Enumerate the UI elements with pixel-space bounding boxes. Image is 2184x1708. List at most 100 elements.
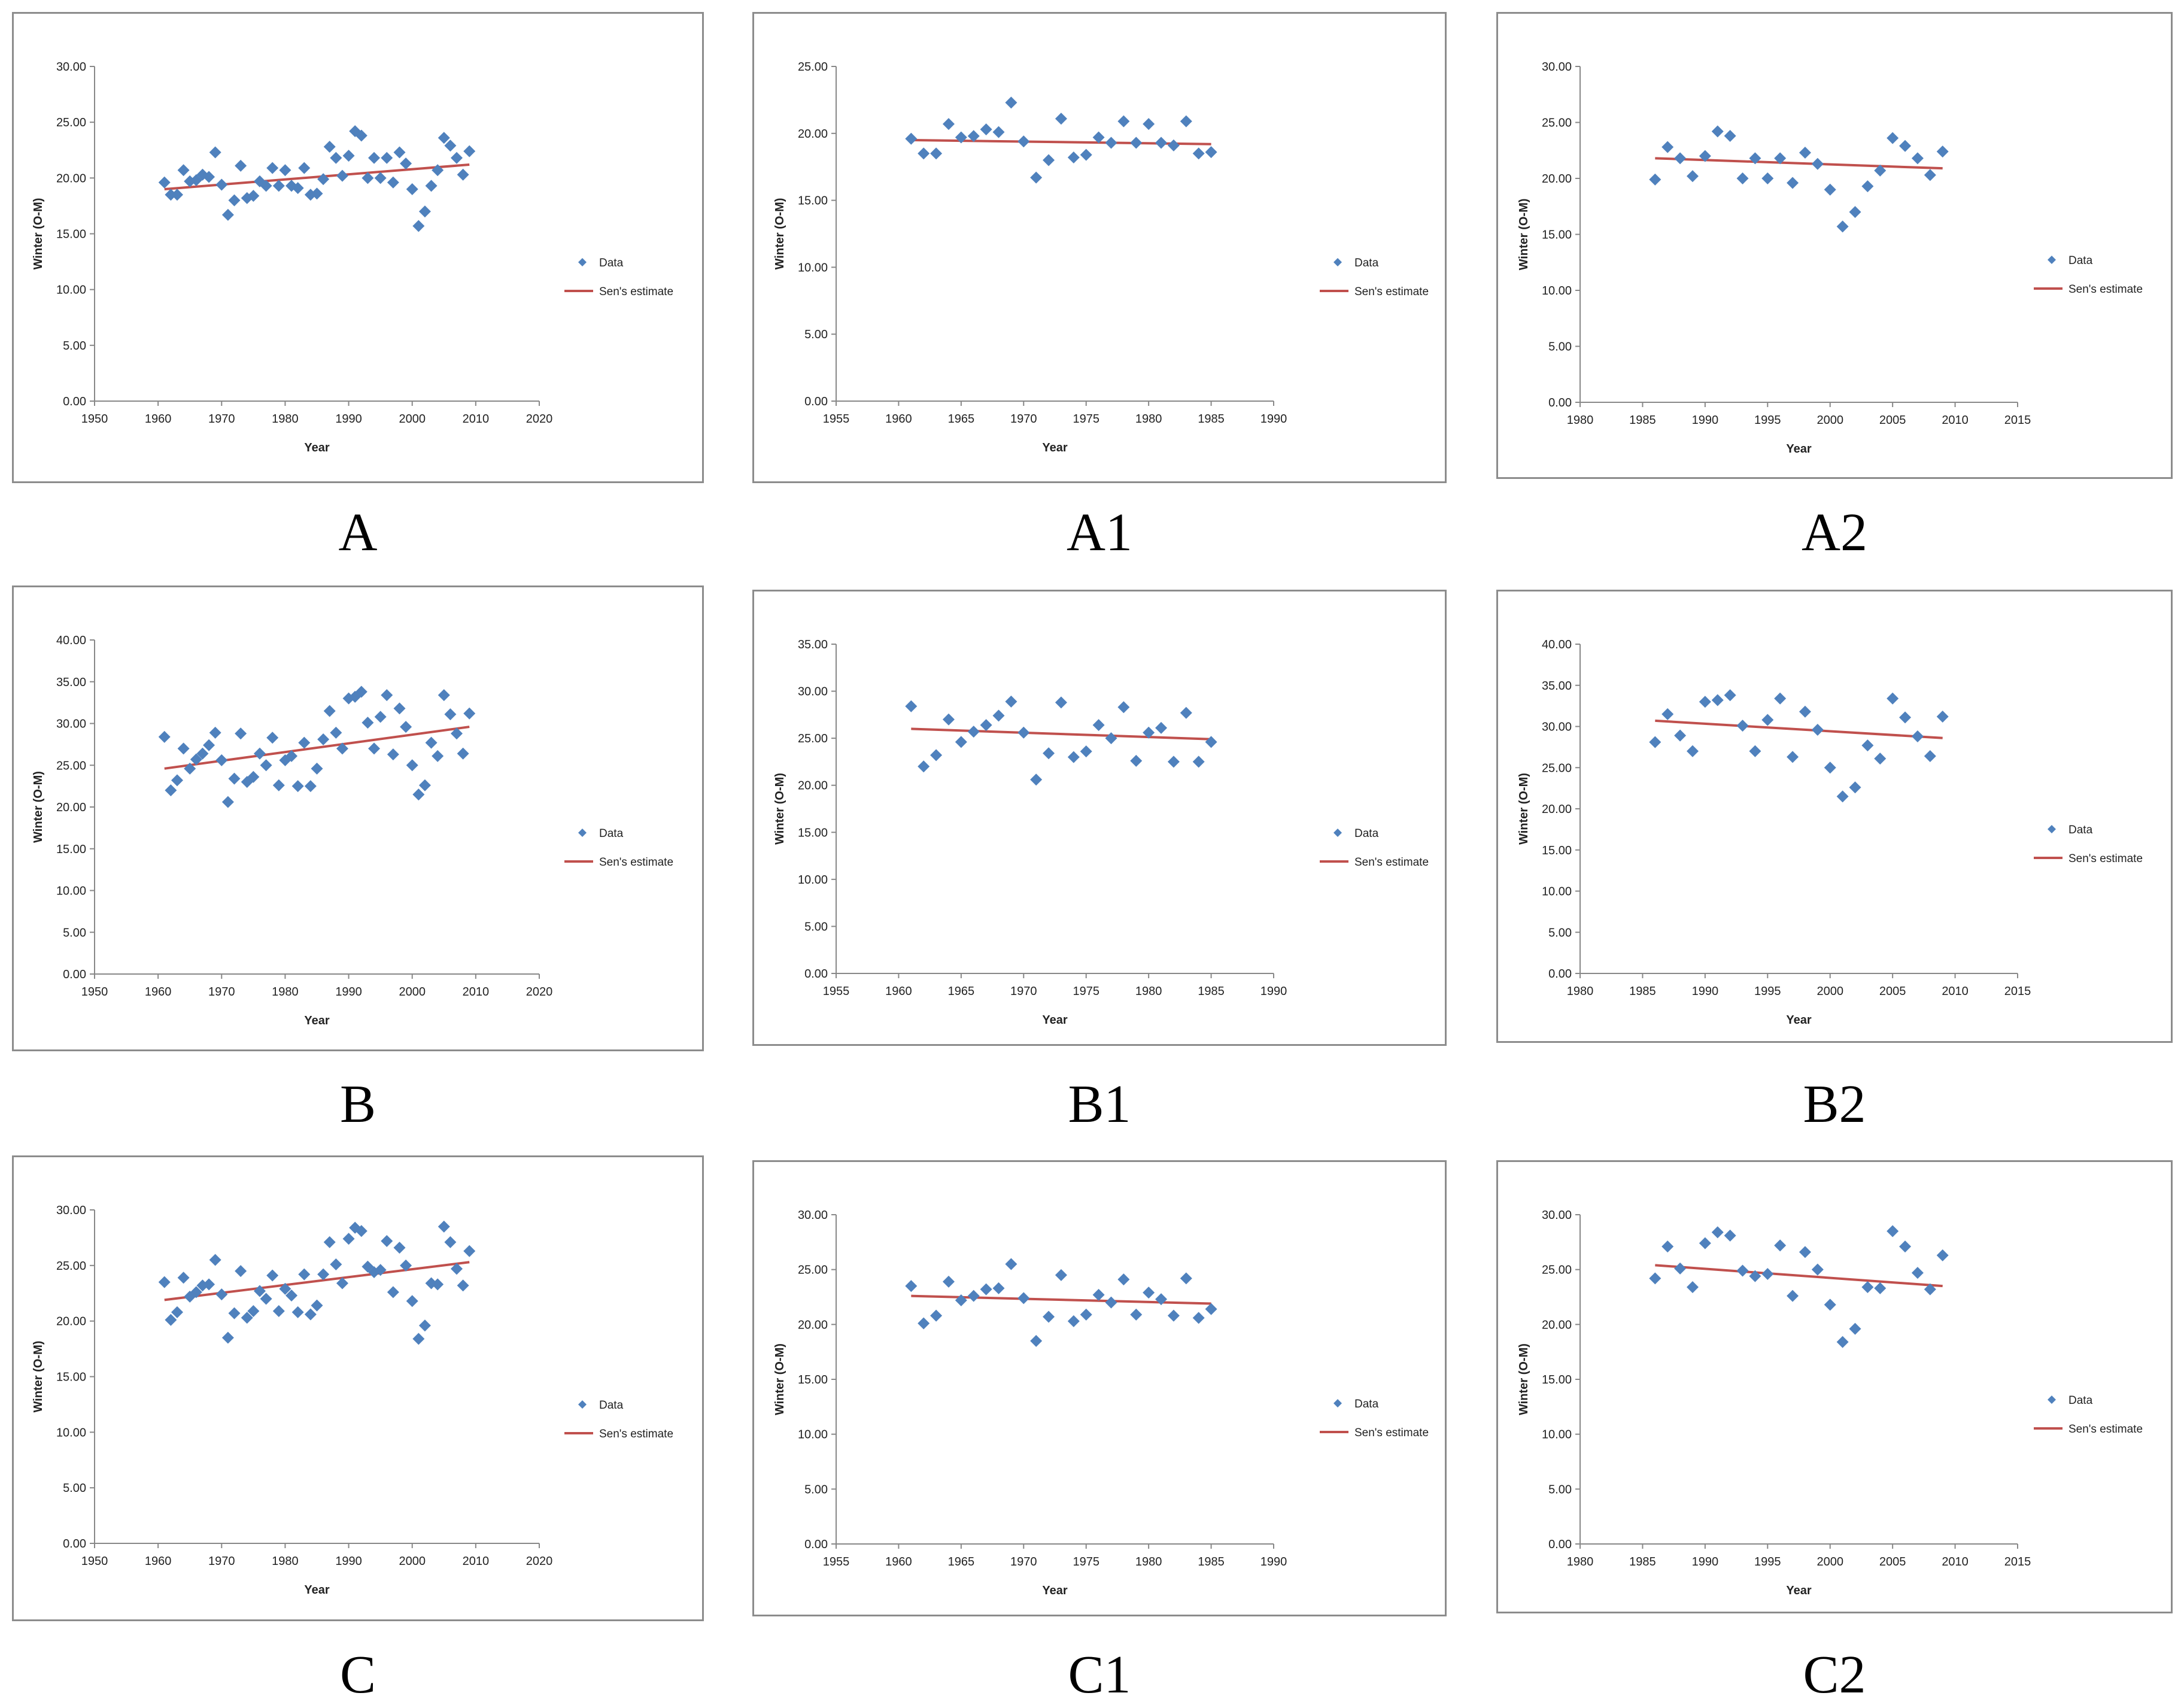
y-tick-label: 10.00	[56, 284, 86, 297]
data-point	[905, 1280, 918, 1293]
x-tick-label: 1980	[272, 985, 299, 999]
data-point	[177, 742, 190, 755]
data-point	[432, 750, 444, 762]
data-point	[1205, 1303, 1217, 1315]
data-point	[1661, 1240, 1674, 1253]
data-point	[1130, 754, 1143, 767]
data-point	[1861, 739, 1874, 752]
data-point	[1836, 1336, 1849, 1348]
data-point	[171, 189, 183, 201]
x-tick-label: 1965	[948, 1555, 975, 1569]
y-tick-label: 5.00	[63, 926, 86, 939]
caption-A: A	[338, 503, 378, 562]
data-point	[400, 721, 412, 733]
data-point	[980, 123, 992, 136]
x-tick-label: 1985	[1198, 1555, 1225, 1569]
x-tick-label: 1960	[145, 412, 172, 426]
caption-B2: B2	[1803, 1075, 1866, 1134]
data-point	[190, 753, 202, 766]
data-point	[304, 1308, 317, 1321]
data-point	[1674, 729, 1687, 742]
data-point	[955, 131, 967, 144]
data-point	[1761, 714, 1774, 726]
data-point	[918, 1317, 930, 1330]
data-point	[1836, 790, 1849, 803]
data-point	[1661, 708, 1674, 720]
data-point	[967, 726, 980, 738]
data-point	[393, 1242, 406, 1254]
data-point	[457, 747, 469, 760]
x-tick-label: 1990	[1692, 1555, 1719, 1569]
data-point	[387, 1286, 399, 1299]
y-tick-label: 15.00	[56, 228, 86, 241]
data-point	[1911, 1267, 1924, 1279]
data-point	[1749, 745, 1761, 757]
trend-line	[1655, 157, 1943, 170]
data-point	[272, 180, 285, 192]
legend-data-marker	[578, 1400, 587, 1409]
legend-trend-label: Sen's estimate	[1354, 286, 1429, 298]
data-point	[165, 189, 177, 201]
data-point	[215, 1288, 228, 1301]
caption-A2: A2	[1802, 503, 1867, 562]
data-point	[1686, 170, 1699, 183]
y-tick-label: 10.00	[798, 873, 828, 887]
data-point	[967, 1290, 980, 1302]
caption-B: B	[339, 1075, 376, 1134]
data-point	[400, 1259, 412, 1272]
data-point	[406, 183, 418, 195]
data-point	[1811, 1263, 1824, 1276]
x-tick-label: 1955	[823, 412, 850, 426]
data-point	[1080, 1308, 1092, 1321]
caption-C2: C2	[1803, 1645, 1866, 1704]
legend-data-label: Data	[1354, 827, 1379, 840]
y-tick-label: 30.00	[56, 1204, 86, 1217]
data-point	[1649, 173, 1661, 186]
x-tick-label: 1960	[885, 412, 912, 426]
x-tick-label: 1970	[208, 1555, 235, 1568]
data-point	[253, 1285, 266, 1297]
chart-panel-A2: 0.00 5.00 10.00 15.00 20.00 25.00 30.00 1980 198…	[1496, 12, 2173, 479]
data-point	[451, 1263, 463, 1275]
data-point	[1005, 96, 1017, 109]
legend-data-marker	[1334, 258, 1342, 266]
y-tick-label: 35.00	[1542, 679, 1572, 693]
y-axis-title: Winter (O-M)	[1517, 199, 1530, 271]
chart-panel-C1: 0.00 5.00 10.00 15.00 20.00 25.00 30.00 1955 196…	[752, 1160, 1447, 1616]
x-tick-label: 1950	[81, 985, 108, 999]
data-point	[247, 770, 260, 783]
data-point	[1936, 1249, 1949, 1261]
legend-data-marker	[1334, 829, 1342, 837]
y-tick-label: 5.00	[1548, 1483, 1572, 1496]
data-point	[1761, 172, 1774, 184]
y-tick-label: 30.00	[56, 60, 86, 74]
chart-svg-C: 0.00 5.00 10.00 15.00 20.00 25.00 30.00 1950 196…	[32, 1204, 673, 1597]
data-point	[165, 784, 177, 797]
data-point	[1143, 1287, 1155, 1299]
y-tick-label: 10.00	[56, 885, 86, 898]
data-point	[1017, 1292, 1030, 1304]
data-point	[425, 180, 438, 192]
data-point	[1811, 157, 1824, 170]
data-point	[1030, 171, 1043, 184]
y-tick-label: 0.00	[804, 1538, 828, 1551]
y-tick-label: 20.00	[798, 779, 828, 793]
x-tick-label: 1980	[1135, 985, 1162, 998]
chart-svg-A: 0.00 5.00 10.00 15.00 20.00 25.00 30.00 1950 196…	[32, 60, 673, 454]
y-tick-label: 20.00	[798, 128, 828, 141]
chart-svg-B1: 0.00 5.00 10.00 15.00 20.00 25.00 30.00 35.00 19…	[773, 638, 1429, 1027]
data-point	[1674, 1262, 1687, 1275]
data-point	[1924, 169, 1936, 181]
y-tick-label: 35.00	[56, 676, 86, 689]
data-point	[1143, 118, 1155, 131]
data-point	[285, 1289, 298, 1302]
data-point	[221, 208, 234, 221]
data-point	[355, 129, 367, 142]
x-tick-label: 2010	[463, 412, 490, 426]
y-axis-title: Winter (O-M)	[1517, 773, 1530, 845]
y-tick-label: 30.00	[1542, 1209, 1572, 1222]
data-point	[381, 151, 393, 164]
data-point	[235, 1265, 247, 1278]
x-tick-label: 1970	[1010, 1555, 1037, 1569]
data-point	[1143, 726, 1155, 739]
